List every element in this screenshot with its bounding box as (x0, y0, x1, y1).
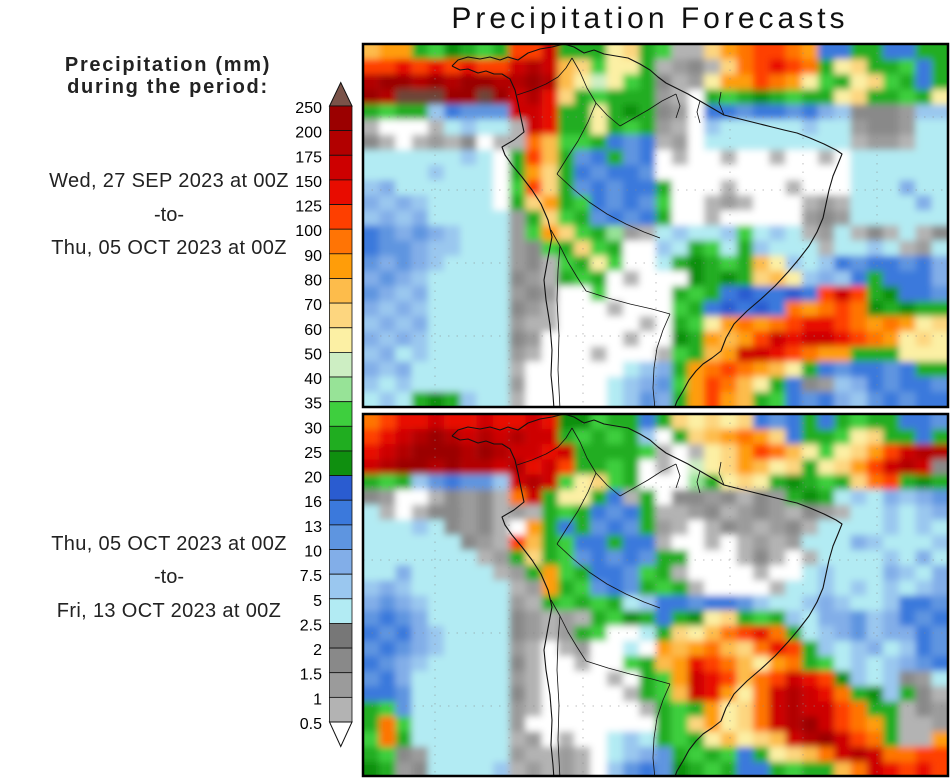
svg-text:150: 150 (295, 174, 322, 191)
svg-text:2.5: 2.5 (300, 617, 322, 634)
svg-text:10: 10 (304, 544, 322, 561)
svg-text:Wed, 27 SEP 2023 at 00Z: Wed, 27 SEP 2023 at 00Z (49, 170, 289, 192)
svg-text:80: 80 (304, 273, 322, 290)
svg-text:175: 175 (295, 149, 322, 166)
svg-text:200: 200 (295, 125, 322, 142)
svg-text:-to-: -to- (154, 204, 184, 226)
svg-text:60: 60 (304, 322, 322, 339)
svg-text:1: 1 (313, 691, 322, 708)
svg-text:5: 5 (313, 593, 322, 610)
svg-text:1.5: 1.5 (300, 667, 322, 684)
svg-text:250: 250 (295, 100, 322, 117)
svg-text:16: 16 (304, 494, 322, 511)
svg-text:Fri, 13 OCT 2023 at 00Z: Fri, 13 OCT 2023 at 00Z (57, 600, 281, 622)
svg-text:2: 2 (313, 642, 322, 659)
svg-text:30: 30 (304, 420, 322, 437)
svg-text:Precipitation (mm): Precipitation (mm) (65, 54, 271, 76)
svg-text:50: 50 (304, 346, 322, 363)
svg-text:70: 70 (304, 297, 322, 314)
svg-text:Thu, 05 OCT 2023 at 00Z: Thu, 05 OCT 2023 at 00Z (51, 237, 287, 259)
svg-text:40: 40 (304, 371, 322, 388)
svg-text:-to-: -to- (154, 566, 184, 588)
svg-text:Precipitation Forecasts: Precipitation Forecasts (451, 2, 848, 35)
svg-text:13: 13 (304, 519, 322, 536)
svg-text:35: 35 (304, 396, 322, 413)
svg-text:125: 125 (295, 199, 322, 216)
svg-text:25: 25 (304, 445, 322, 462)
svg-text:20: 20 (304, 470, 322, 487)
svg-text:90: 90 (304, 248, 322, 265)
svg-text:100: 100 (295, 223, 322, 240)
svg-text:7.5: 7.5 (300, 568, 322, 585)
svg-text:during the period:: during the period: (67, 76, 269, 98)
svg-text:Thu, 05 OCT 2023 at 00Z: Thu, 05 OCT 2023 at 00Z (51, 533, 287, 555)
svg-text:0.5: 0.5 (300, 716, 322, 733)
